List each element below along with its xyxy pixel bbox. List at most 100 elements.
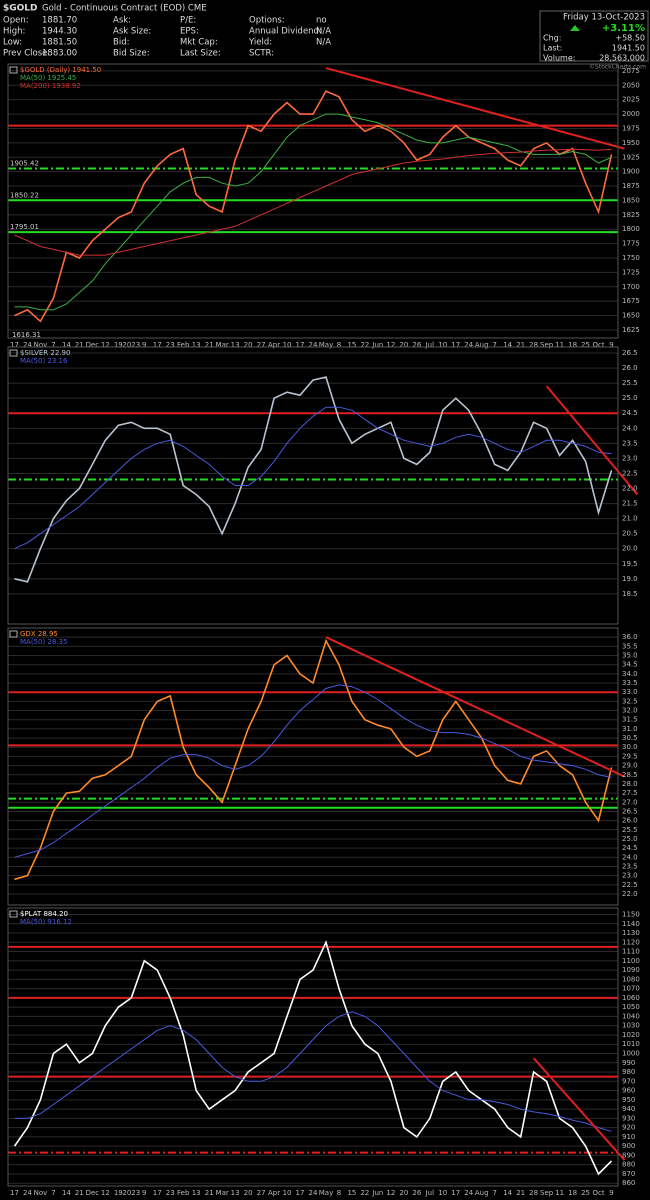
y-tick-label: 23.0: [622, 872, 638, 880]
y-tick-label: 1130: [622, 929, 640, 937]
y-tick-label: 25.0: [622, 835, 638, 843]
x-tick-label: Sep: [540, 1189, 554, 1197]
price-line: [13, 940, 613, 1176]
y-tick-label: 970: [622, 1077, 635, 1085]
y-tick-label: 32.0: [622, 707, 638, 715]
x-tick-label: 20: [244, 1189, 253, 1197]
y-tick-label: 21.5: [622, 500, 638, 508]
x-tick-label: 15: [347, 341, 356, 349]
legend-entry: $GOLD (Daily) 1941.50: [20, 66, 101, 74]
x-tick-label: 2023: [122, 341, 140, 349]
x-tick-label: Feb: [177, 341, 190, 349]
panel: [8, 636, 625, 895]
description: Gold - Continuous Contract (EOD) CME: [42, 4, 207, 14]
y-tick-label: 30.5: [622, 734, 638, 742]
y-tick-label: 1775: [622, 240, 640, 248]
x-tick-label: Dec: [86, 1189, 100, 1197]
x-tick-label: 11: [555, 1189, 564, 1197]
legend-entry: MA(50) 1925.45: [20, 74, 76, 82]
y-tick-label: 18.5: [622, 590, 638, 598]
x-tick-label: Dec: [86, 341, 100, 349]
y-tick-label: 1825: [622, 211, 640, 219]
x-tick-label: 12: [101, 341, 110, 349]
x-tick-label: 19: [114, 341, 123, 349]
x-tick-label: 17: [10, 1189, 19, 1197]
x-tick-label: 27: [257, 341, 266, 349]
moving-average: [14, 684, 612, 858]
y-tick-label: 28.5: [622, 771, 638, 779]
price-line: [14, 638, 613, 881]
x-tick-label: Sep: [540, 341, 554, 349]
field-value: 1883.00: [42, 49, 77, 59]
y-tick-label: 960: [622, 1087, 635, 1095]
y-tick-label: 1050: [622, 1003, 640, 1011]
y-tick-label: 28.0: [622, 780, 638, 788]
trendline: [545, 385, 639, 496]
y-tick-label: 2000: [622, 110, 640, 118]
panel-frame: [7, 907, 619, 1187]
legend-icon: [9, 349, 18, 357]
x-tick-label: 17: [296, 1189, 305, 1197]
x-tick-label: 26: [412, 341, 421, 349]
y-tick-label: 23.5: [622, 862, 638, 870]
y-tick-label: 990: [622, 1059, 635, 1067]
x-tick-label: 20: [244, 341, 253, 349]
x-tick-label: Feb: [177, 1189, 190, 1197]
x-tick-label: Aug: [475, 341, 489, 349]
field-value: N/A: [316, 27, 331, 37]
field-label: Ask Size:: [113, 27, 151, 37]
y-tick-label: 36.0: [622, 633, 638, 641]
y-tick-label: 19.5: [622, 560, 638, 568]
x-tick-label: 23: [166, 341, 175, 349]
y-tick-label: 1090: [622, 966, 640, 974]
legend-entry: $PLAT 884.20: [20, 910, 68, 918]
y-tick-label: 1080: [622, 975, 640, 983]
x-tick-label: 18: [568, 1189, 577, 1197]
y-tick-label: 34.5: [622, 661, 638, 669]
y-tick-label: 2025: [622, 96, 640, 104]
field-label: Open:: [3, 16, 29, 26]
quote-label: Chg:: [543, 34, 561, 43]
x-tick-label: 10: [438, 1189, 447, 1197]
x-tick-label: 17: [10, 341, 19, 349]
x-tick-label: Oct: [592, 1189, 604, 1197]
y-tick-label: 1875: [622, 182, 640, 190]
field-label: Mkt Cap:: [180, 38, 218, 48]
y-tick-label: 25.5: [622, 379, 638, 387]
legend-entry: MA(50) 28.35: [20, 638, 67, 646]
x-tick-label: 17: [296, 341, 305, 349]
legend-entry: $SILVER 22.90: [20, 349, 70, 357]
field-label: SCTR:: [249, 49, 274, 59]
x-tick-label: 25: [581, 341, 590, 349]
y-tick-label: 26.0: [622, 817, 638, 825]
y-tick-label: 33.5: [622, 679, 638, 687]
y-tick-label: 1150: [622, 910, 640, 918]
panel-frame: [7, 63, 619, 339]
quote-label: Last:: [543, 44, 562, 53]
x-tick-label: 13: [231, 341, 240, 349]
x-tick-label: 21: [75, 341, 84, 349]
x-tick-label: 13: [192, 1189, 201, 1197]
field-label: High:: [3, 27, 25, 37]
x-tick-label: Jul: [425, 1189, 435, 1197]
level-label: 1850.22: [10, 191, 39, 199]
price-line: [14, 90, 613, 323]
x-tick-label: 20: [399, 341, 408, 349]
y-tick-label: 950: [622, 1096, 635, 1104]
x-tick-label: 27: [257, 1189, 266, 1197]
x-tick-label: 26: [412, 1189, 421, 1197]
y-tick-label: 1750: [622, 254, 640, 262]
y-tick-label: 1725: [622, 268, 640, 276]
field-label: Annual Dividend:: [249, 27, 322, 37]
field-label: Prev Close:: [3, 49, 50, 59]
x-tick-label: 7: [492, 341, 496, 349]
x-tick-label: 21: [205, 1189, 214, 1197]
level-label: 1905.42: [10, 160, 39, 168]
x-tick-label: 24: [23, 1189, 32, 1197]
x-tick-label: Nov: [34, 341, 48, 349]
moving-average: [14, 406, 612, 550]
y-tick-label: 1700: [622, 283, 640, 291]
y-tick-label: 27.0: [622, 798, 638, 806]
